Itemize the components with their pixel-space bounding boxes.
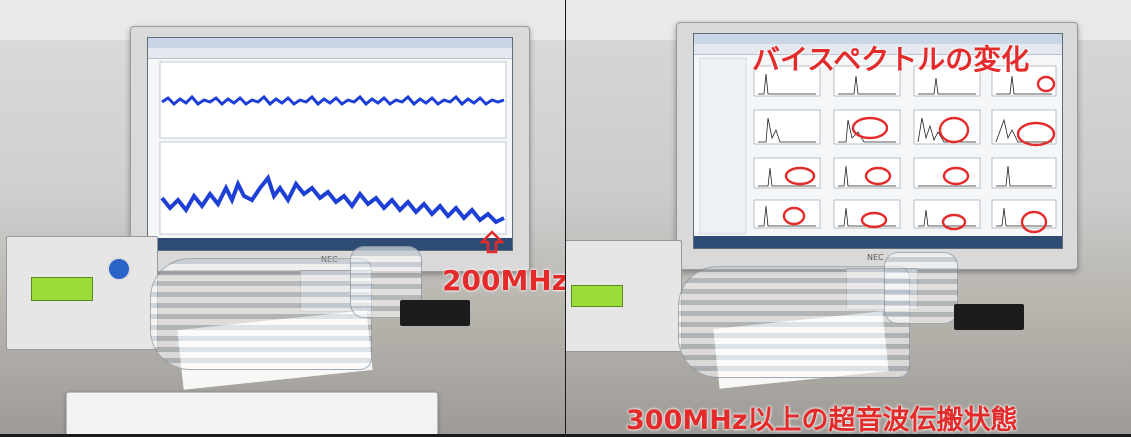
window-titlebar-right bbox=[694, 34, 1062, 44]
up-arrow-outline-icon bbox=[480, 230, 504, 254]
usb-oscilloscope bbox=[400, 300, 470, 326]
window-toolbar-right bbox=[694, 44, 1062, 55]
windows-taskbar bbox=[148, 238, 512, 250]
monitor-brand-right: NEC bbox=[867, 253, 884, 262]
keyboard bbox=[66, 392, 438, 434]
left-monitor-screen bbox=[147, 37, 513, 251]
right-monitor-screen bbox=[693, 33, 1063, 249]
left-photo: NEC 200MHz bbox=[0, 0, 565, 434]
windows-taskbar-right bbox=[694, 236, 1062, 248]
function-generator bbox=[6, 236, 158, 350]
time-waveform-trace bbox=[161, 94, 505, 107]
function-generator-lcd bbox=[31, 277, 93, 301]
right-photo: NEC バイスペクトルの変化 bbox=[566, 0, 1131, 434]
spectrum-trace bbox=[160, 173, 505, 225]
right-monitor: NEC bbox=[676, 22, 1078, 270]
function-generator-right bbox=[566, 240, 682, 352]
bottle-neck-right bbox=[884, 252, 958, 324]
window-toolbar bbox=[148, 48, 512, 59]
red-circle-icon bbox=[782, 75, 1056, 234]
waveform-plots bbox=[159, 61, 507, 235]
ultrasound-propagation-caption: 300MHz以上の超音波伝搬状態 bbox=[626, 405, 1018, 436]
transparent-bottle bbox=[150, 258, 372, 370]
frequency-label-200mhz: 200MHz bbox=[442, 264, 565, 297]
usb-oscilloscope-right bbox=[954, 304, 1024, 330]
transparent-bottle-right bbox=[678, 266, 910, 378]
function-generator-lcd-right bbox=[571, 285, 623, 307]
function-generator-knob bbox=[107, 257, 131, 281]
left-monitor: NEC bbox=[130, 26, 530, 272]
bispectrum-change-title: バイスペクトルの変化 bbox=[752, 43, 1030, 76]
window-titlebar bbox=[148, 38, 512, 48]
bispectrum-grid bbox=[699, 57, 1057, 235]
